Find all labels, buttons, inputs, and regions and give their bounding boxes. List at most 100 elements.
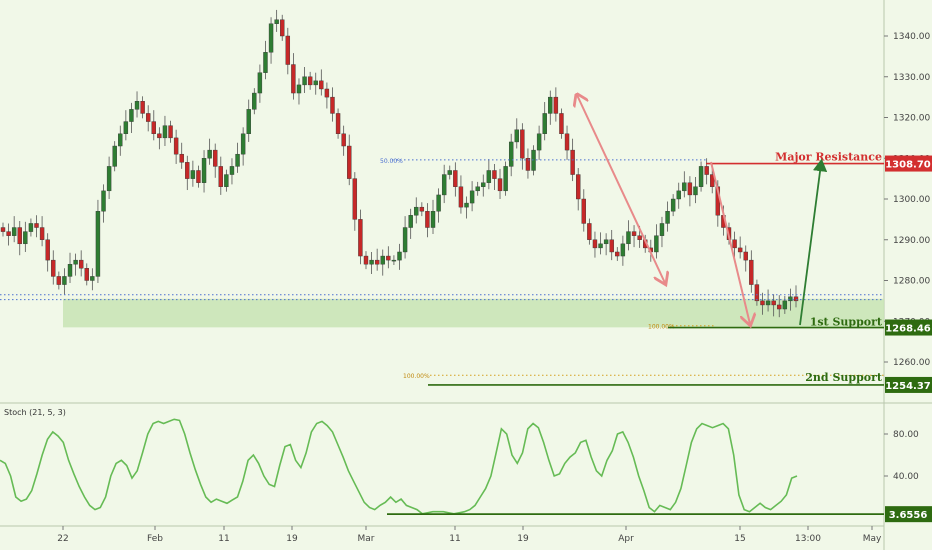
candle-body (615, 251, 620, 257)
candle-body (17, 227, 22, 245)
time-tick-label: 15 (734, 534, 745, 544)
candle-body (73, 259, 78, 265)
time-tick-label: Mar (358, 534, 375, 544)
first-support-label: 1st Support (810, 316, 883, 329)
candle-body (626, 231, 631, 245)
candle-body (436, 194, 441, 212)
candle-body (190, 170, 196, 179)
candle-body (682, 182, 687, 192)
candle-body (313, 80, 318, 86)
candle-body (598, 243, 603, 249)
stoch-tick-label: 40.00 (893, 472, 919, 482)
candle-body (469, 190, 475, 204)
candle-body (687, 182, 693, 196)
candle-body (352, 178, 358, 220)
candle-body (430, 211, 436, 228)
price-tick-label: 1280.00 (893, 277, 930, 287)
time-tick-label: 11 (218, 534, 229, 544)
candle-body (525, 158, 531, 171)
candle-body (263, 52, 268, 73)
candle-body (134, 100, 140, 110)
candle-body (414, 206, 419, 216)
candle-body (553, 96, 559, 114)
candle-body (698, 166, 704, 187)
candle-body (760, 300, 765, 306)
candle-body (441, 174, 447, 196)
candle-body (140, 100, 145, 114)
candle-body (330, 96, 335, 114)
candle-body (548, 96, 553, 114)
candle-body (274, 19, 279, 24)
first-support-price-tag-bg (885, 319, 932, 336)
candle-body (374, 259, 380, 265)
candle-body (475, 186, 480, 192)
candle-body (497, 178, 503, 192)
candle-body (520, 129, 525, 159)
candle-body (788, 296, 793, 302)
candle-body (123, 121, 129, 134)
candle-body (492, 170, 497, 179)
candle-body (296, 84, 302, 94)
candle-body (168, 125, 173, 139)
candle-body (307, 76, 313, 86)
candle-body (51, 259, 56, 277)
candle-body (693, 186, 698, 196)
candle-body (67, 264, 73, 277)
candle-body (118, 133, 123, 147)
candle-body (224, 174, 229, 187)
candle-body (229, 166, 235, 175)
candle-body (11, 227, 17, 236)
candle-body (447, 170, 452, 175)
fib-50-label: 50.00% (380, 158, 403, 165)
candle-body (670, 198, 676, 212)
candle-body (101, 190, 106, 212)
candle-body (503, 166, 508, 192)
candle-body (363, 255, 369, 265)
candle-body (95, 211, 101, 277)
candle-body (6, 231, 11, 236)
decline-arrow-1 (577, 95, 665, 283)
candle-body (302, 76, 307, 86)
resistance-price-tag-bg (885, 155, 932, 172)
candle-body (408, 215, 413, 228)
candle-body (335, 113, 341, 135)
time-tick-label: 19 (286, 534, 298, 544)
candle-body (749, 259, 754, 285)
time-tick-label: 22 (57, 534, 68, 544)
candle-body (151, 121, 156, 134)
candle-body (536, 133, 542, 151)
candle-body (659, 223, 665, 236)
price-tick-label: 1340.00 (893, 32, 930, 42)
first-support-price-tag: 1268.46 (885, 324, 931, 335)
candle-body (704, 166, 709, 175)
price-axis-panel (884, 0, 932, 550)
resistance-price-tag: 1308.70 (885, 160, 931, 171)
candle-body (514, 129, 519, 143)
candle-body (531, 149, 536, 171)
candle-body (106, 166, 112, 192)
candle-body (45, 239, 50, 261)
decline-arrow-2 (710, 161, 750, 324)
candle-body (235, 153, 240, 167)
candle-body (458, 186, 464, 208)
candle-body (581, 198, 586, 224)
candle-body (743, 251, 748, 261)
time-tick-label: 11 (449, 534, 460, 544)
projection-arrow (799, 158, 828, 326)
second-support-price-tag-bg (885, 376, 932, 393)
candle-body (559, 113, 564, 135)
candle-body (252, 92, 257, 110)
candle-body (257, 72, 263, 94)
candle-body (112, 145, 117, 167)
stoch-tick-label: 80.00 (893, 430, 919, 440)
candle-body (609, 239, 614, 253)
price-tick-label: 1260.00 (893, 358, 930, 368)
time-tick-label: 13:00 (795, 534, 821, 544)
candle-body (0, 227, 6, 232)
candle-body (637, 235, 642, 240)
candle-body (754, 284, 760, 302)
candle-body (34, 223, 39, 228)
candle-body (246, 109, 251, 134)
candle-body (90, 276, 95, 281)
